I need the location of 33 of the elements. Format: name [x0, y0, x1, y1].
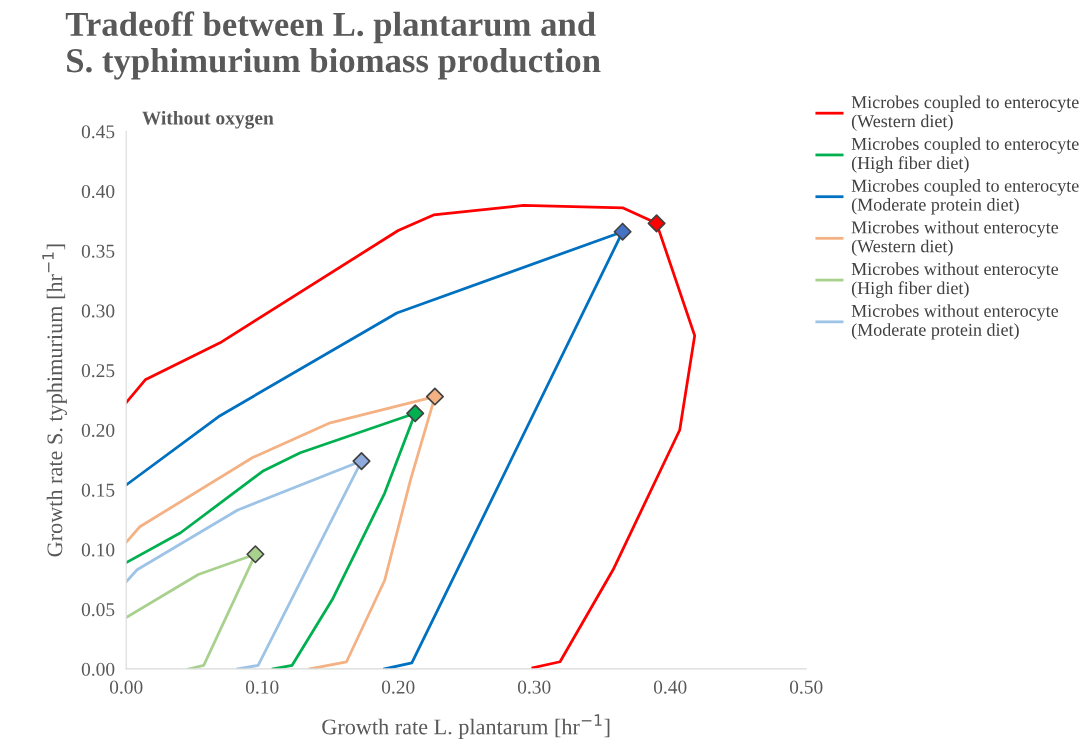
y-tick-label: 0.40 [81, 184, 115, 199]
point [352, 452, 371, 471]
y-tick-label: 0.15 [81, 483, 115, 497]
y-tick-label: 0.05 [81, 603, 115, 617]
x-axis-title: Growth rate L. plantarum [hr$^{−1}$] [322, 714, 610, 739]
point [246, 545, 265, 564]
chart-subtitle: Without oxygen [142, 110, 274, 129]
legend-label: Microbes without enterocyte (Western diet) [851, 220, 1059, 257]
point [613, 222, 632, 241]
y-tick-label: 0.45 [81, 125, 115, 139]
y-tick-label: 0.25 [81, 364, 115, 378]
x-tick-label: 0.30 [517, 680, 551, 694]
x-tick-label: 0.20 [381, 680, 415, 694]
x-tick-label: 0.10 [245, 680, 279, 694]
y-tick-label: 0.00 [81, 662, 115, 676]
x-tick-label: 0.00 [109, 680, 143, 694]
y-tick-label: 0.20 [81, 423, 115, 438]
y-tick-label: 0.35 [81, 244, 115, 258]
y-tick-label: 0.10 [81, 543, 115, 557]
point [406, 404, 425, 423]
y-axis-title: Growth rate S. typhimurium [hr$^{−1}$] [42, 244, 67, 557]
legend-label: Microbes without enterocyte (Moderate protein diet) [851, 304, 1059, 340]
x-tick-label: 0.40 [653, 680, 687, 694]
y-tick-label: 0.30 [81, 304, 115, 318]
legend-label: Microbes coupled to enterocyte (Moderate protein diet) [851, 179, 1079, 215]
legend-label: Microbes coupled to enterocyte (High fiber diet) [851, 137, 1079, 173]
x-tick-label: 0.50 [789, 680, 823, 694]
point [647, 214, 666, 233]
legend-label: Microbes without enterocyte (High fiber diet) [851, 262, 1059, 298]
chart-title: Tradeoff between L. plantarum and S. typhimurium biomass production [65, 11, 601, 80]
line-series [126, 204, 697, 669]
legend-label: Microbes coupled to enterocyte (Western diet) [851, 95, 1079, 131]
point [425, 387, 444, 406]
